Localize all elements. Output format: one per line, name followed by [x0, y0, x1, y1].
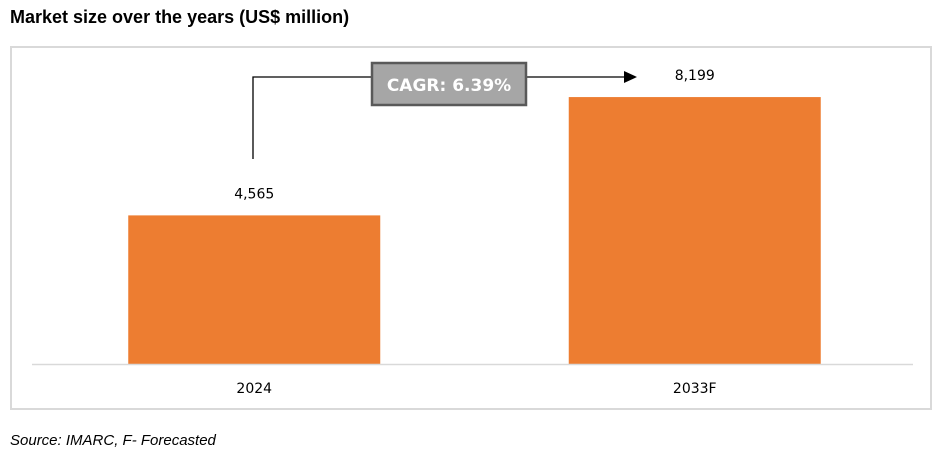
cagr-label: CAGR: 6.39% — [387, 76, 511, 96]
chart-frame — [10, 46, 932, 410]
data-label: 4,565 — [234, 186, 274, 202]
bar-2033F — [568, 97, 821, 365]
x-tick-label: 2024 — [236, 381, 272, 397]
cagr-box — [370, 61, 528, 107]
bar-2024 — [128, 215, 381, 364]
data-label: 8,199 — [675, 68, 715, 84]
arrowhead-icon — [624, 71, 637, 83]
chart-title: Market size over the years (US$ million) — [10, 7, 350, 27]
x-tick-label: 2033F — [673, 381, 717, 397]
source-note: Source: IMARC, F- Forecasted — [10, 432, 216, 449]
